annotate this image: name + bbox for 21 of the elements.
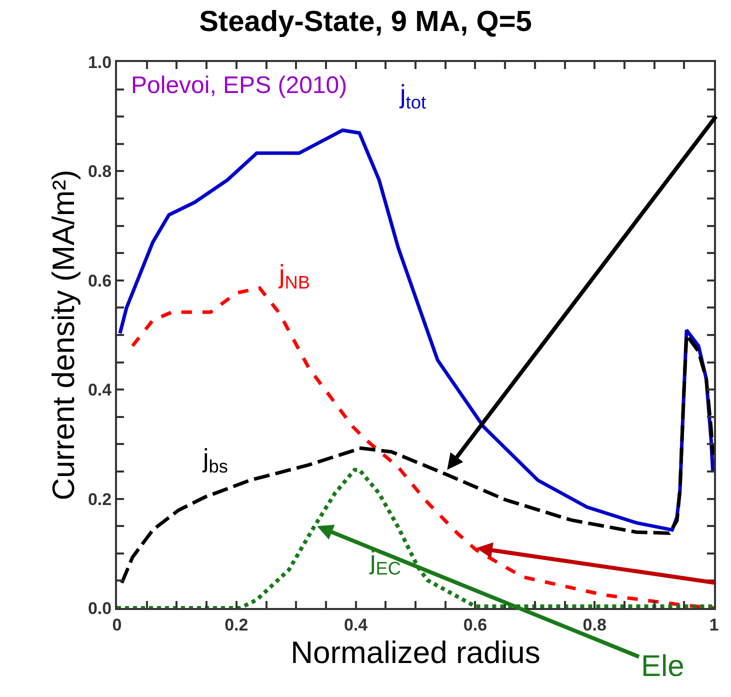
- series-label: j$_{NB}$: [278, 259, 310, 292]
- chart-title: Steady-State, 9 MA, Q=5: [199, 6, 532, 38]
- y-tick-label: 0.4: [88, 380, 112, 400]
- x-tick-label: 1: [709, 615, 719, 634]
- y-tick-label: 1.0: [88, 52, 112, 72]
- annotation: Polevoi, EPS (2010): [131, 72, 348, 99]
- y-tick-label: 0.8: [88, 162, 112, 182]
- x-tick-label: 0.2: [224, 615, 248, 634]
- y-tick-label: 0.6: [88, 271, 112, 290]
- x-tick-label: 0: [112, 615, 122, 634]
- x-axis-title: Normalized radius: [290, 635, 540, 670]
- annotation: Ele: [641, 650, 684, 683]
- series-label: j$_{tot}$: [399, 79, 426, 112]
- y-tick-label: 0.2: [88, 490, 112, 509]
- x-tick-label: 0.8: [582, 615, 606, 634]
- y-tick-label: 0.0: [88, 598, 112, 618]
- x-tick-label: 0.4: [344, 615, 368, 634]
- x-tick-label: 0.6: [463, 615, 488, 634]
- y-axis-title: Current density (MA/m²): [46, 170, 82, 500]
- series-label: j$_{EC}$: [369, 545, 402, 578]
- series-label: j$_{bs}$: [202, 443, 228, 476]
